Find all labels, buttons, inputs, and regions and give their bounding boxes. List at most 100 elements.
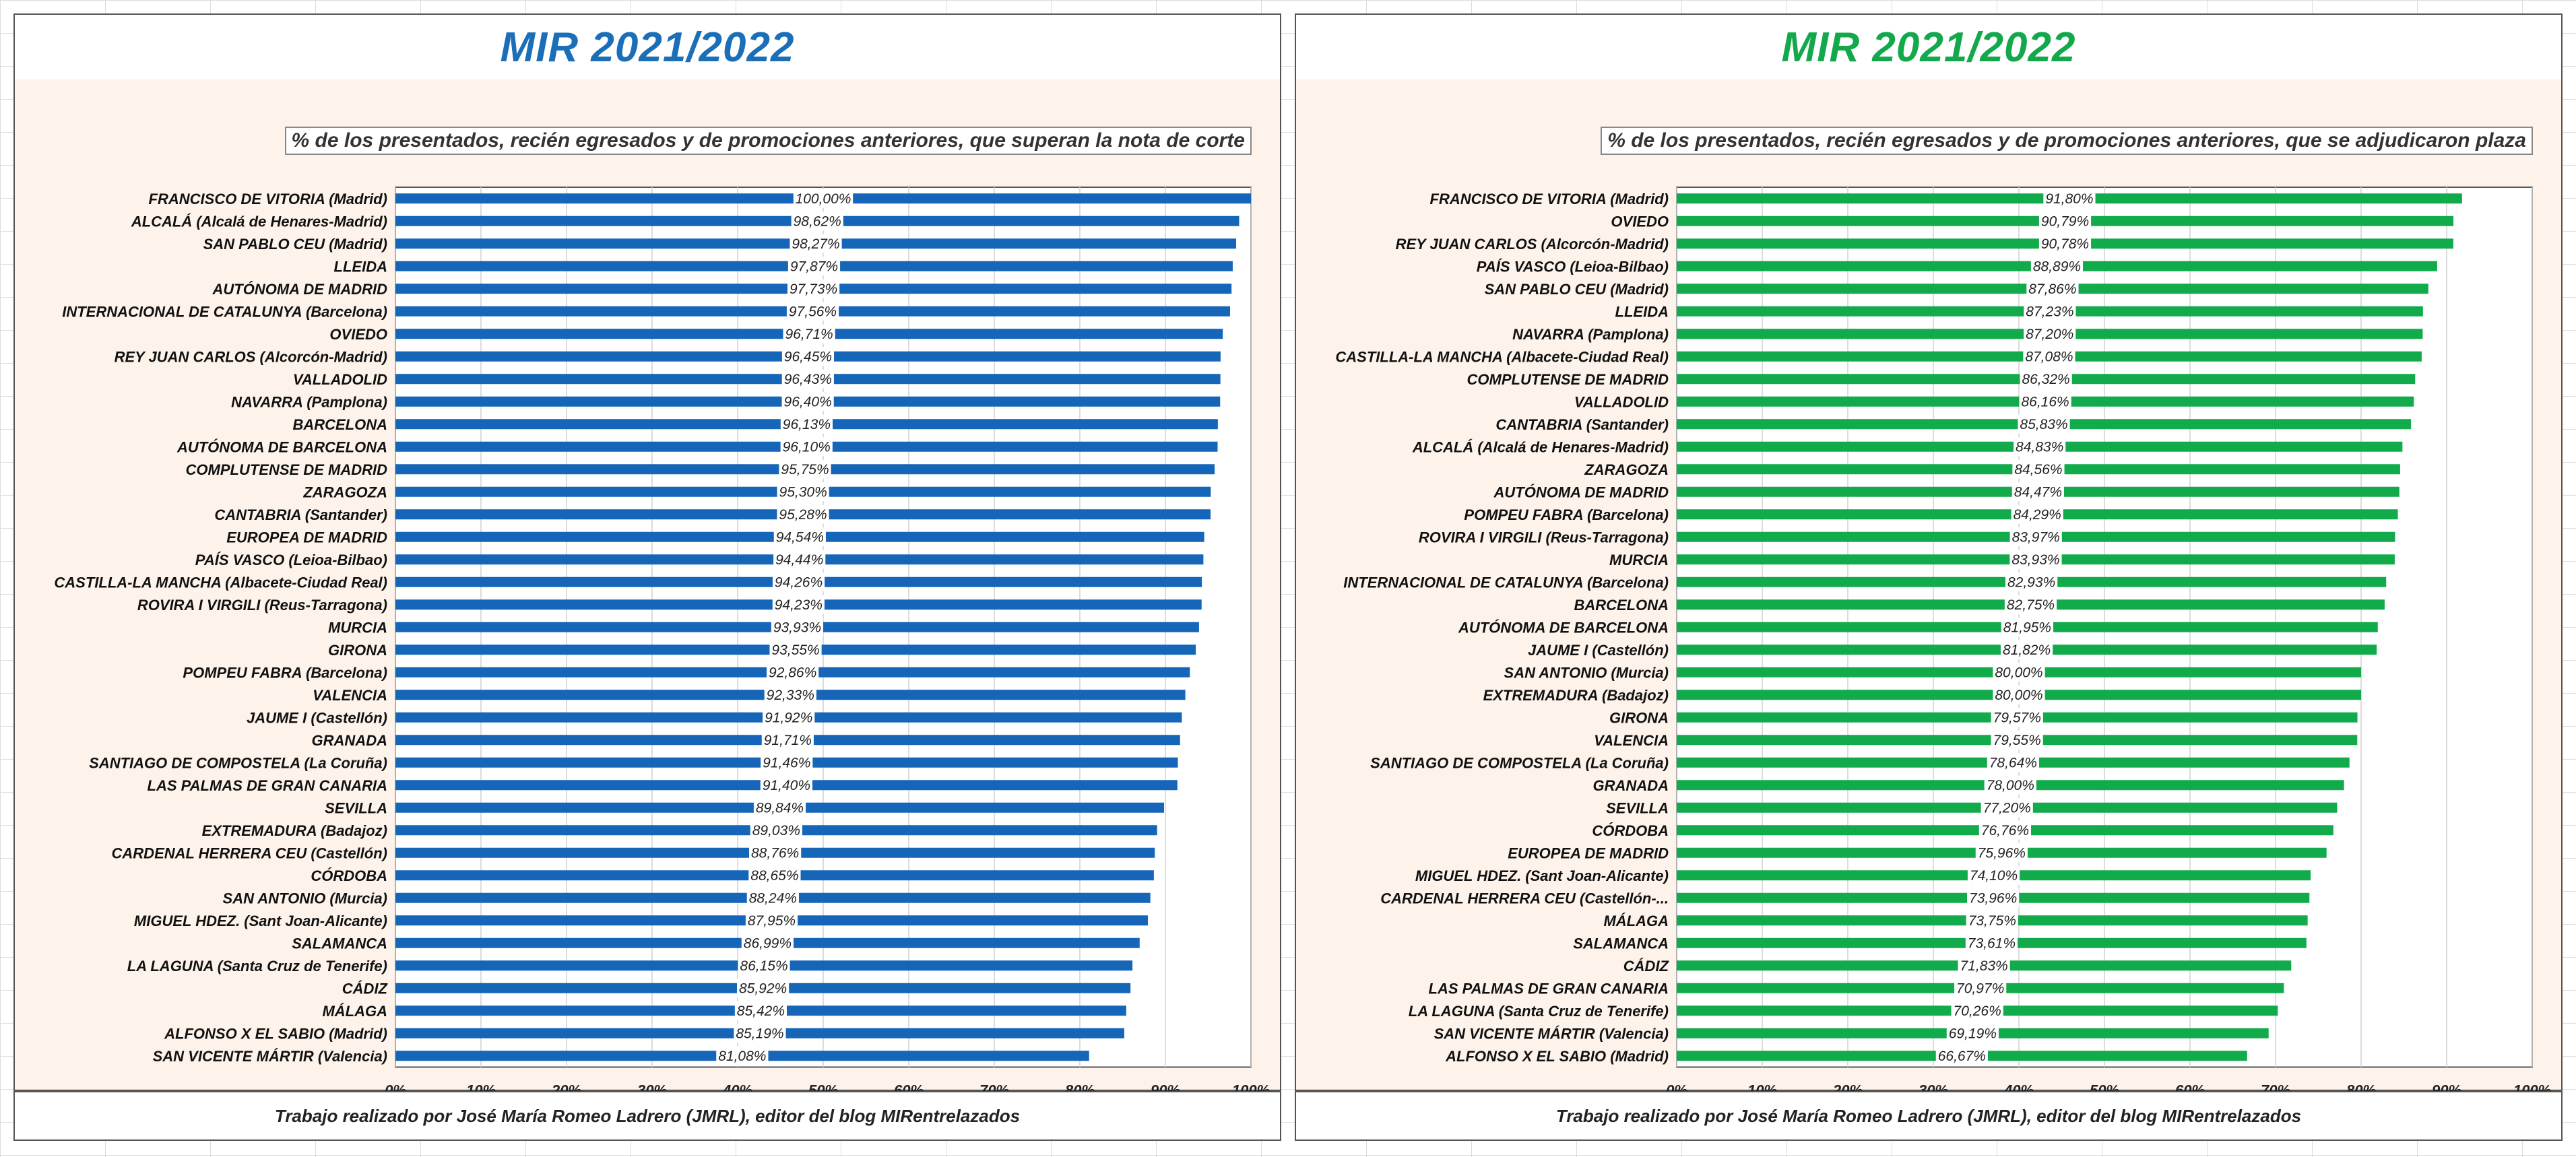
left-data-label-bg bbox=[786, 302, 839, 321]
left-category-label: MURCIA bbox=[328, 619, 387, 636]
left-category-label: CASTILLA-LA MANCHA (Albacete-Ciudad Real… bbox=[54, 574, 387, 591]
right-data-label-bg bbox=[2038, 234, 2092, 253]
left-panel: MIR 2021/2022 % de los presentados, reci… bbox=[13, 13, 1281, 1144]
left-data-label: 94,44% bbox=[775, 552, 823, 568]
left-data-label: 91,46% bbox=[763, 755, 810, 770]
left-category-label: SAN VICENTE MÁRTIR (Valencia) bbox=[153, 1048, 387, 1065]
left-data-label-bg bbox=[773, 527, 826, 547]
right-category-label: ROVIRA I VIRGILI (Reus-Tarragona) bbox=[1419, 529, 1669, 546]
left-data-label-bg bbox=[781, 347, 835, 366]
right-data-label-bg bbox=[1991, 730, 2043, 750]
right-title: MIR 2021/2022 bbox=[1781, 24, 2076, 71]
left-data-label-bg bbox=[777, 482, 829, 502]
left-data-label: 85,19% bbox=[736, 1026, 783, 1041]
left-data-label: 86,15% bbox=[740, 958, 787, 974]
left-category-label: GRANADA bbox=[312, 732, 387, 749]
right-category-label: MÁLAGA bbox=[1603, 913, 1669, 929]
left-category-label: VALLADOLID bbox=[293, 371, 387, 388]
left-category-label: SALAMANCA bbox=[292, 935, 387, 952]
left-data-label-bg bbox=[767, 663, 819, 682]
right-data-label: 82,93% bbox=[2007, 574, 2055, 590]
right-data-label-bg bbox=[2018, 414, 2070, 434]
left-category-label: LA LAGUNA (Santa Cruz de Tenerife) bbox=[127, 958, 387, 974]
right-data-label: 83,93% bbox=[2011, 552, 2059, 568]
right-data-label: 85,83% bbox=[2020, 417, 2067, 432]
left-category-label: INTERNACIONAL DE CATALUNYA (Barcelona) bbox=[62, 303, 387, 320]
left-data-label: 87,95% bbox=[748, 913, 796, 929]
right-category-label: AUTÓNOMA DE MADRID bbox=[1493, 484, 1669, 500]
right-data-label: 84,56% bbox=[2014, 462, 2062, 477]
right-category-label: LA LAGUNA (Santa Cruz de Tenerife) bbox=[1409, 1003, 1669, 1020]
right-category-label: CÓRDOBA bbox=[1592, 822, 1669, 839]
right-data-label: 75,96% bbox=[1978, 845, 2026, 861]
left-category-label: ALCALÁ (Alcalá de Henares-Madrid) bbox=[131, 213, 387, 230]
left-data-label: 96,43% bbox=[784, 372, 832, 387]
left-data-label: 100,00% bbox=[796, 191, 851, 207]
left-data-label: 88,76% bbox=[751, 845, 799, 861]
right-category-label: SEVILLA bbox=[1606, 799, 1669, 816]
right-category-label: CÁDIZ bbox=[1623, 958, 1670, 974]
left-data-label: 94,26% bbox=[775, 574, 823, 590]
left-data-label: 85,42% bbox=[737, 1003, 785, 1019]
left-data-label: 91,92% bbox=[765, 710, 812, 725]
left-data-label: 88,65% bbox=[750, 868, 798, 884]
right-data-label-bg bbox=[2009, 527, 2062, 547]
left-category-label: CÓRDOBA bbox=[311, 867, 387, 884]
right-data-label-bg bbox=[2005, 572, 2058, 592]
left-data-label-bg bbox=[761, 753, 813, 772]
right-data-label: 73,61% bbox=[1968, 935, 2016, 951]
left-data-label-bg bbox=[760, 775, 812, 795]
right-category-label: SAN PABLO CEU (Madrid) bbox=[1485, 281, 1669, 298]
right-data-label: 81,95% bbox=[2003, 620, 2051, 635]
right-category-label: EUROPEA DE MADRID bbox=[1508, 845, 1669, 861]
left-category-label: CARDENAL HERRERA CEU (Castellón) bbox=[112, 845, 387, 861]
right-data-label: 80,00% bbox=[1995, 688, 2042, 703]
right-data-label: 70,26% bbox=[1954, 1003, 2001, 1019]
left-data-label-bg bbox=[748, 865, 801, 885]
right-category-label: GRANADA bbox=[1593, 777, 1669, 794]
right-data-label-bg bbox=[2004, 595, 2057, 614]
right-data-label-bg bbox=[1954, 979, 2007, 998]
left-data-label-bg bbox=[781, 392, 834, 411]
left-data-label-bg bbox=[746, 888, 799, 908]
right-data-label-bg bbox=[2011, 504, 2063, 524]
right-data-label: 84,83% bbox=[2016, 439, 2063, 455]
right-data-label: 76,76% bbox=[1981, 823, 2029, 838]
left-footer: Trabajo realizado por José María Romeo L… bbox=[13, 1091, 1281, 1141]
right-category-label: BARCELONA bbox=[1574, 597, 1669, 614]
right-data-label: 69,19% bbox=[1949, 1026, 1997, 1041]
left-data-label: 98,27% bbox=[792, 236, 839, 252]
left-category-label: CÁDIZ bbox=[342, 980, 389, 997]
right-category-label: SAN ANTONIO (Murcia) bbox=[1504, 664, 1669, 681]
left-category-label: SAN PABLO CEU (Madrid) bbox=[203, 236, 387, 253]
left-category-label: SEVILLA bbox=[325, 799, 387, 816]
left-data-label-bg bbox=[734, 1001, 787, 1020]
right-data-label-bg bbox=[1958, 956, 2010, 975]
left-data-label: 86,99% bbox=[744, 935, 792, 951]
right-category-label: PAÍS VASCO (Leioa-Bilbao) bbox=[1477, 258, 1669, 275]
right-panel: MIR 2021/2022 % de los presentados, reci… bbox=[1295, 13, 2563, 1144]
right-data-label: 73,75% bbox=[1968, 913, 2016, 929]
right-category-label: CASTILLA-LA MANCHA (Albacete-Ciudad Real… bbox=[1335, 348, 1669, 365]
right-data-label-bg bbox=[2026, 279, 2079, 298]
right-data-label: 78,00% bbox=[1987, 778, 2034, 793]
left-data-label: 97,56% bbox=[789, 304, 837, 319]
right-category-label: INTERNACIONAL DE CATALUNYA (Barcelona) bbox=[1343, 574, 1669, 591]
right-chart-title: % de los presentados, recién egresados y… bbox=[1601, 127, 2533, 155]
right-data-label: 90,79% bbox=[2041, 213, 2089, 229]
left-category-label: LAS PALMAS DE GRAN CANARIA bbox=[148, 777, 387, 794]
right-category-label: SALAMANCA bbox=[1573, 935, 1669, 952]
right-data-label: 91,80% bbox=[2045, 191, 2093, 207]
left-data-label-bg bbox=[749, 843, 802, 863]
right-data-label: 77,20% bbox=[1983, 800, 2031, 816]
right-data-label-bg bbox=[1978, 820, 2032, 840]
left-data-label: 91,40% bbox=[763, 778, 810, 793]
left-data-label-bg bbox=[773, 550, 826, 569]
right-data-label-bg bbox=[2024, 302, 2076, 321]
left-data-label: 96,45% bbox=[784, 349, 832, 364]
right-data-label: 90,78% bbox=[2041, 236, 2089, 252]
right-data-label-bg bbox=[1987, 753, 2039, 772]
left-category-label: ROVIRA I VIRGILI (Reus-Tarragona) bbox=[137, 597, 387, 614]
left-data-label-bg bbox=[790, 234, 842, 253]
right-category-label: AUTÓNOMA DE BARCELONA bbox=[1458, 619, 1669, 636]
